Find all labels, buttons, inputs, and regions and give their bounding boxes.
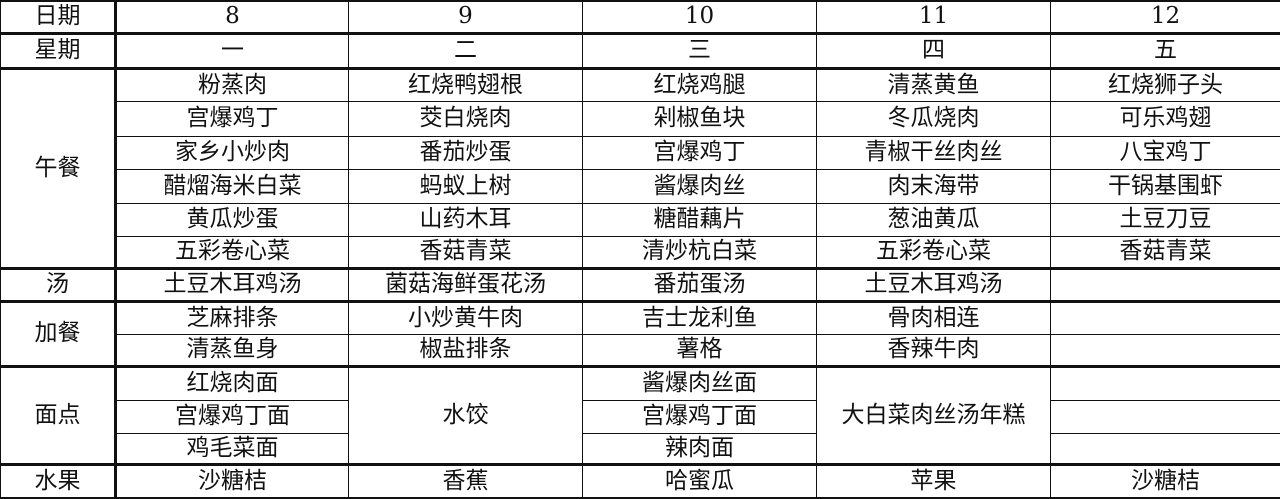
lunch-dish-cell: 清蒸黄鱼 <box>817 68 1051 101</box>
weekday-cell: 三 <box>583 33 817 68</box>
row-label-extra: 加餐 <box>1 301 116 366</box>
lunch-dish-cell: 五彩卷心菜 <box>116 236 349 268</box>
weekday-cell: 二 <box>349 33 583 68</box>
extra-dish-cell <box>1051 301 1280 334</box>
lunch-dish-cell: 冬瓜烧肉 <box>817 101 1051 136</box>
lunch-dish-cell: 红烧狮子头 <box>1051 68 1280 101</box>
fruit-cell: 香蕉 <box>349 464 583 498</box>
table-row: 清蒸鱼身椒盐排条薯格香辣牛肉 <box>1 334 1280 366</box>
table-row: 水果沙糖桔香蕉哈蜜瓜苹果沙糖桔 <box>1 464 1280 498</box>
noodle-cell: 宫爆鸡丁面 <box>583 400 817 433</box>
table-row: 宫爆鸡丁面 宫爆鸡丁面 <box>1 400 1280 433</box>
weekday-cell: 一 <box>116 33 349 68</box>
noodle-cell: 酱爆肉丝面 <box>583 366 817 400</box>
extra-dish-cell: 骨肉相连 <box>817 301 1051 334</box>
date-cell: 8 <box>116 1 349 33</box>
table-row: 星期一二三四五 <box>1 33 1280 68</box>
soup-cell: 土豆木耳鸡汤 <box>116 268 349 301</box>
lunch-dish-cell: 山药木耳 <box>349 203 583 236</box>
lunch-dish-cell: 家乡小炒肉 <box>116 136 349 169</box>
row-label-soup: 汤 <box>1 268 116 301</box>
lunch-dish-cell: 葱油黄瓜 <box>817 203 1051 236</box>
soup-cell: 番茄蛋汤 <box>583 268 817 301</box>
extra-dish-cell: 薯格 <box>583 334 817 366</box>
lunch-dish-cell: 五彩卷心菜 <box>817 236 1051 268</box>
noodle-cell: 红烧肉面 <box>116 366 349 400</box>
lunch-dish-cell: 茭白烧肉 <box>349 101 583 136</box>
table-row: 午餐粉蒸肉红烧鸭翅根红烧鸡腿清蒸黄鱼红烧狮子头 <box>1 68 1280 101</box>
noodle-cell: 鸡毛菜面 <box>116 433 349 464</box>
row-label-date: 日期 <box>1 1 116 33</box>
noodle-cell <box>1051 366 1280 400</box>
date-cell: 11 <box>817 1 1051 33</box>
lunch-dish-cell: 宫爆鸡丁 <box>583 136 817 169</box>
date-cell: 9 <box>349 1 583 33</box>
lunch-dish-cell: 青椒干丝肉丝 <box>817 136 1051 169</box>
table-row: 五彩卷心菜香菇青菜清炒杭白菜五彩卷心菜香菇青菜 <box>1 236 1280 268</box>
soup-cell: 土豆木耳鸡汤 <box>817 268 1051 301</box>
extra-dish-cell: 清蒸鱼身 <box>116 334 349 366</box>
noodle-cell <box>1051 433 1280 464</box>
lunch-dish-cell: 酱爆肉丝 <box>583 169 817 203</box>
lunch-dish-cell: 剁椒鱼块 <box>583 101 817 136</box>
table-row: 家乡小炒肉番茄炒蛋宫爆鸡丁青椒干丝肉丝八宝鸡丁 <box>1 136 1280 169</box>
extra-dish-cell: 椒盐排条 <box>349 334 583 366</box>
soup-cell: 菌菇海鲜蛋花汤 <box>349 268 583 301</box>
extra-dish-cell: 小炒黄牛肉 <box>349 301 583 334</box>
table-row: 汤土豆木耳鸡汤菌菇海鲜蛋花汤番茄蛋汤土豆木耳鸡汤 <box>1 268 1280 301</box>
extra-dish-cell: 吉士龙利鱼 <box>583 301 817 334</box>
extra-dish-cell <box>1051 334 1280 366</box>
fruit-cell: 哈蜜瓜 <box>583 464 817 498</box>
row-label-lunch: 午餐 <box>1 68 116 268</box>
soup-cell <box>1051 268 1280 301</box>
table-row: 宫爆鸡丁茭白烧肉剁椒鱼块冬瓜烧肉可乐鸡翅 <box>1 101 1280 136</box>
weekday-cell: 五 <box>1051 33 1280 68</box>
lunch-dish-cell: 肉末海带 <box>817 169 1051 203</box>
noodle-cell: 辣肉面 <box>583 433 817 464</box>
date-cell: 10 <box>583 1 817 33</box>
lunch-dish-cell: 蚂蚁上树 <box>349 169 583 203</box>
noodle-cell <box>1051 400 1280 433</box>
lunch-dish-cell: 土豆刀豆 <box>1051 203 1280 236</box>
table-row: 黄瓜炒蛋山药木耳糖醋藕片葱油黄瓜土豆刀豆 <box>1 203 1280 236</box>
extra-dish-cell: 香辣牛肉 <box>817 334 1051 366</box>
weekday-cell: 四 <box>817 33 1051 68</box>
lunch-dish-cell: 红烧鸡腿 <box>583 68 817 101</box>
lunch-dish-cell: 香菇青菜 <box>349 236 583 268</box>
date-cell: 12 <box>1051 1 1280 33</box>
lunch-dish-cell: 香菇青菜 <box>1051 236 1280 268</box>
lunch-dish-cell: 糖醋藕片 <box>583 203 817 236</box>
lunch-dish-cell: 粉蒸肉 <box>116 68 349 101</box>
fruit-cell: 沙糖桔 <box>1051 464 1280 498</box>
fruit-cell: 沙糖桔 <box>116 464 349 498</box>
table-row: 加餐芝麻排条小炒黄牛肉吉士龙利鱼骨肉相连 <box>1 301 1280 334</box>
lunch-dish-cell: 红烧鸭翅根 <box>349 68 583 101</box>
lunch-dish-cell: 番茄炒蛋 <box>349 136 583 169</box>
table-row: 面点红烧肉面水饺酱爆肉丝面大白菜肉丝汤年糕 <box>1 366 1280 400</box>
noodle-cell: 大白菜肉丝汤年糕 <box>817 366 1051 464</box>
lunch-dish-cell: 可乐鸡翅 <box>1051 101 1280 136</box>
extra-dish-cell: 芝麻排条 <box>116 301 349 334</box>
lunch-dish-cell: 干锅基围虾 <box>1051 169 1280 203</box>
lunch-dish-cell: 黄瓜炒蛋 <box>116 203 349 236</box>
row-label-fruit: 水果 <box>1 464 116 498</box>
lunch-dish-cell: 宫爆鸡丁 <box>116 101 349 136</box>
table-row: 鸡毛菜面 辣肉面 <box>1 433 1280 464</box>
lunch-dish-cell: 清炒杭白菜 <box>583 236 817 268</box>
noodle-cell: 水饺 <box>349 366 583 464</box>
lunch-dish-cell: 醋熘海米白菜 <box>116 169 349 203</box>
lunch-dish-cell: 八宝鸡丁 <box>1051 136 1280 169</box>
table-row: 醋熘海米白菜蚂蚁上树酱爆肉丝肉末海带干锅基围虾 <box>1 169 1280 203</box>
noodle-cell: 宫爆鸡丁面 <box>116 400 349 433</box>
row-label-noodles: 面点 <box>1 366 116 464</box>
fruit-cell: 苹果 <box>817 464 1051 498</box>
row-label-weekday: 星期 <box>1 33 116 68</box>
